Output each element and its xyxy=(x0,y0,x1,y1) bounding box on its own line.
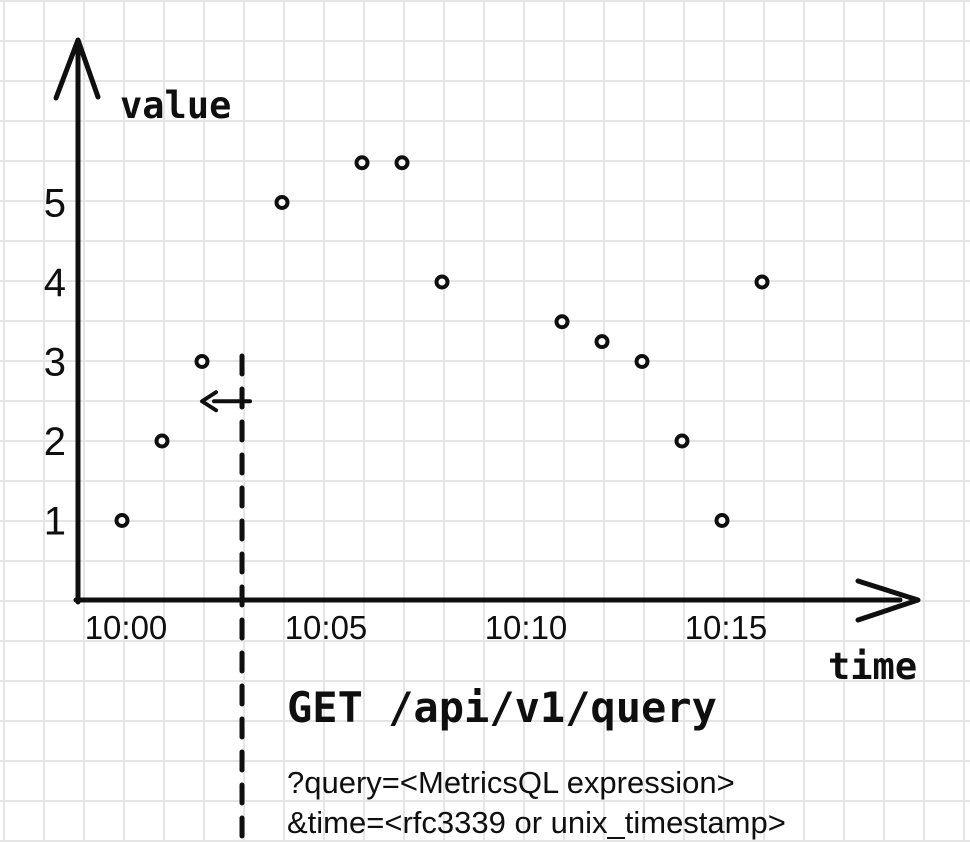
time-param-line: &time=<rfc3339 or unix_timestamp> xyxy=(287,805,786,840)
data-points xyxy=(114,155,770,528)
data-point xyxy=(674,433,690,449)
data-point xyxy=(194,354,210,369)
y-axis-tick-labels: 1 2 3 4 5 xyxy=(44,182,66,544)
data-point xyxy=(394,155,410,171)
query-time-marker xyxy=(200,353,252,842)
data-point xyxy=(594,334,610,350)
data-point xyxy=(154,433,170,449)
x-axis-tick-labels: 10:00 10:05 10:10 10:15 xyxy=(85,609,768,646)
x-tick-label: 10:00 xyxy=(85,609,168,646)
data-point xyxy=(274,195,290,210)
data-point xyxy=(354,155,370,171)
data-point xyxy=(554,314,570,330)
data-point xyxy=(714,513,730,528)
y-tick-label: 2 xyxy=(44,420,66,464)
y-tick-label: 4 xyxy=(44,261,66,305)
query-param-line: ?query=<MetricsQL expression> xyxy=(287,765,735,800)
y-tick-label: 3 xyxy=(44,341,66,385)
data-point xyxy=(434,274,450,290)
y-tick-label: 5 xyxy=(44,182,66,226)
data-point xyxy=(114,513,130,528)
y-axis-title: value xyxy=(120,84,231,127)
data-point xyxy=(754,274,770,290)
y-tick-label: 1 xyxy=(44,500,66,544)
data-point xyxy=(634,354,650,369)
x-tick-label: 10:05 xyxy=(285,609,368,646)
lookback-arrowhead-icon xyxy=(200,390,218,413)
x-axis-arrowhead-icon xyxy=(855,578,921,623)
x-tick-label: 10:10 xyxy=(485,609,568,646)
y-axis-arrowhead-icon xyxy=(53,37,101,101)
x-axis-title: time xyxy=(828,645,917,688)
x-tick-label: 10:15 xyxy=(685,609,768,646)
api-endpoint-label: GET /api/v1/query xyxy=(287,683,717,732)
